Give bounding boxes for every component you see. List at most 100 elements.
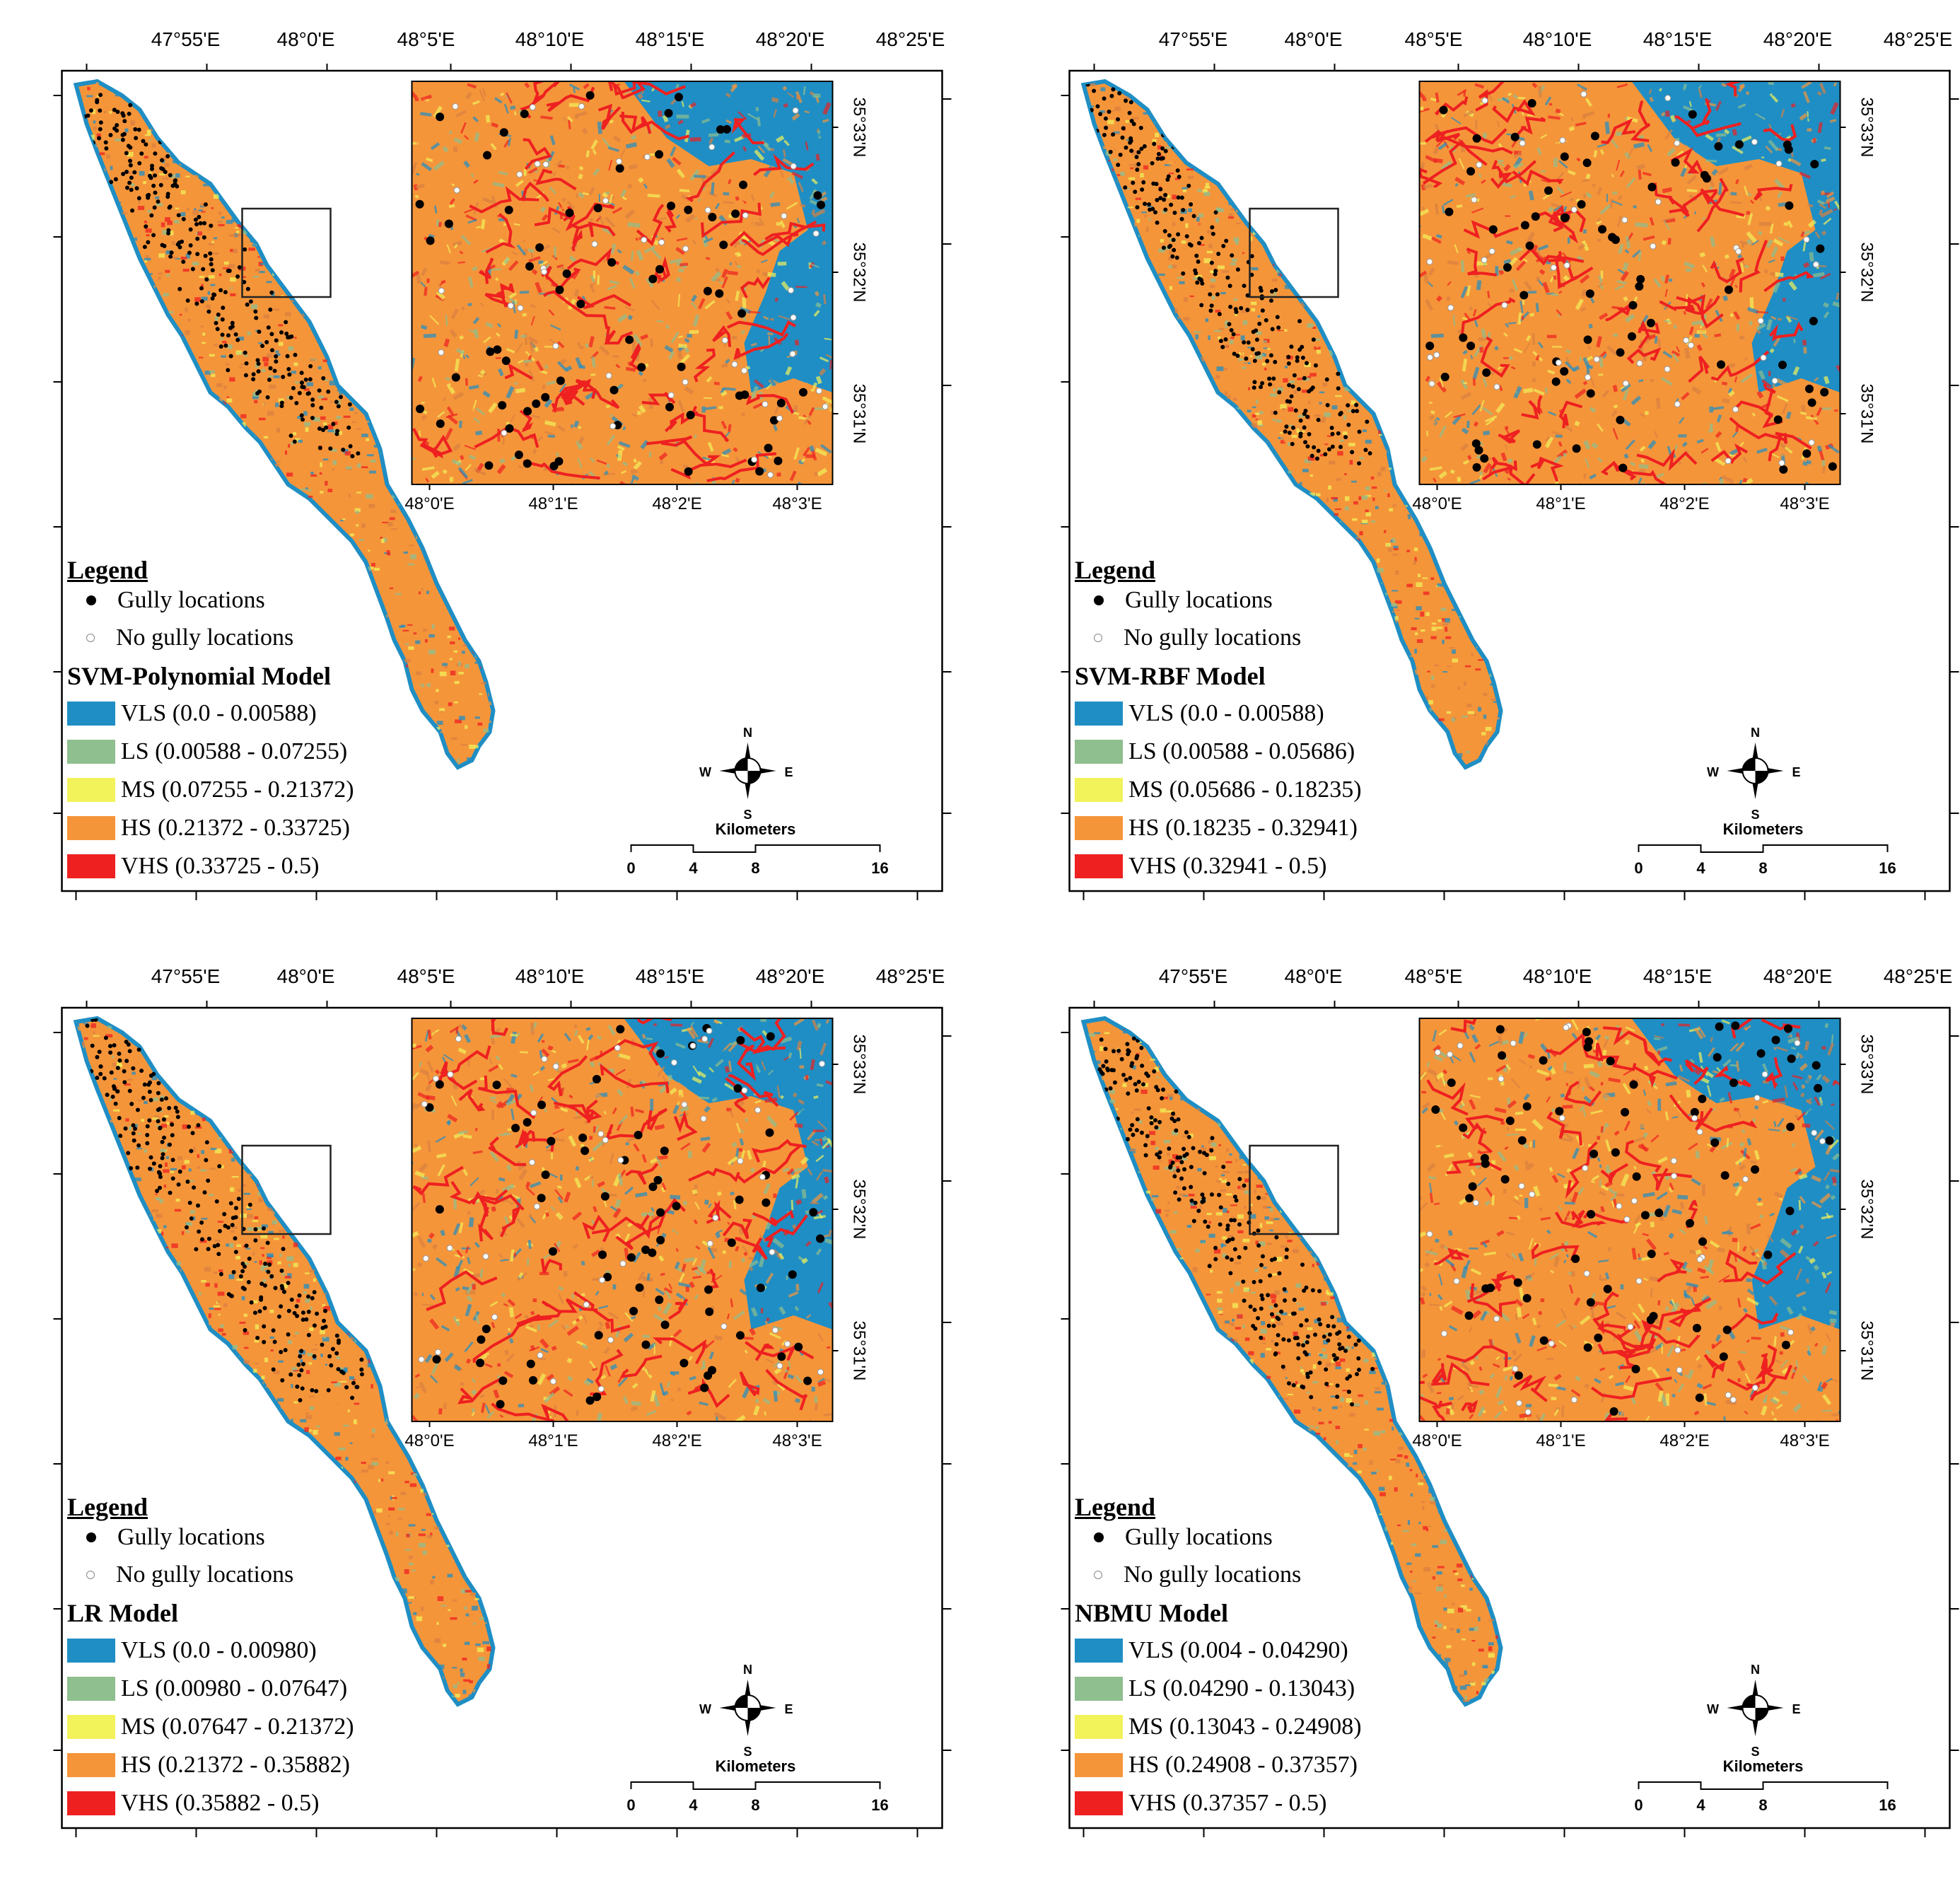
- gully-point: [1104, 1059, 1109, 1064]
- gully-point: [300, 417, 305, 422]
- no-gully-point: [1735, 248, 1742, 255]
- gully-point: [108, 1044, 113, 1049]
- inset-map: [412, 81, 833, 484]
- gully-point: [301, 1310, 305, 1315]
- gully-point: [1714, 142, 1723, 151]
- gully-point: [1331, 1324, 1336, 1329]
- gully-point: [194, 222, 199, 227]
- compass-e-label: E: [1792, 765, 1800, 779]
- drainage-line: [1419, 168, 1443, 188]
- gully-point: [299, 1368, 304, 1373]
- gully-point: [1324, 377, 1329, 382]
- drainage-line: [745, 1341, 815, 1361]
- gully-point: [740, 390, 749, 400]
- no-gully-point: [1529, 1191, 1536, 1198]
- drainage-line: [735, 1144, 802, 1184]
- no-gully-point: [1447, 1051, 1454, 1058]
- no-gully-point: [754, 1107, 762, 1114]
- gully-point: [190, 1131, 195, 1136]
- gully-point: [1698, 1094, 1707, 1103]
- gully-point: [128, 163, 133, 168]
- gully-point: [1297, 319, 1302, 324]
- drainage-line: [712, 325, 732, 347]
- gully-point: [1170, 1160, 1175, 1165]
- gully-point: [1268, 353, 1273, 358]
- gully-point: [351, 1380, 356, 1385]
- gully-point: [1572, 444, 1581, 453]
- gully-point: [1305, 1340, 1309, 1345]
- gully-point: [1525, 241, 1534, 250]
- gully-point: [257, 389, 262, 394]
- gully-point: [1133, 190, 1138, 194]
- gully-point: [187, 250, 192, 255]
- gully-point: [794, 1342, 803, 1351]
- no-gully-point: [615, 158, 622, 165]
- gully-point: [1102, 132, 1107, 137]
- inset-right-label: 35°32'N: [850, 1180, 869, 1240]
- gully-point: [1314, 456, 1319, 461]
- drainage-line: [540, 1404, 570, 1421]
- gully-point: [1356, 1368, 1361, 1373]
- gully-point: [1356, 1356, 1361, 1361]
- gully-point: [1300, 1262, 1305, 1267]
- gully-point: [547, 1136, 556, 1146]
- gully-point: [1241, 1279, 1246, 1284]
- gully-point: [1710, 1138, 1720, 1147]
- gully-point: [1465, 1194, 1474, 1203]
- gully-point: [648, 1182, 658, 1192]
- gully-point: [1466, 167, 1476, 176]
- gully-point: [175, 242, 180, 247]
- gully-point: [660, 1146, 669, 1156]
- gully-point: [1256, 1228, 1261, 1233]
- no-gully-point: [689, 1042, 696, 1049]
- gully-point: [1115, 117, 1120, 122]
- gully-point: [1500, 1175, 1510, 1184]
- gully-point: [1309, 387, 1314, 392]
- gully-point: [1283, 429, 1288, 434]
- gully-point: [1179, 195, 1184, 200]
- drainage-line: [478, 1206, 494, 1242]
- gully-point: [298, 1397, 303, 1402]
- gully-point: [321, 376, 326, 380]
- gully-point: [444, 219, 453, 228]
- gully-point: [653, 1175, 663, 1185]
- gully-point: [153, 190, 158, 195]
- gully-point: [306, 1310, 311, 1315]
- no-gully-point: [602, 197, 609, 204]
- gully-point: [129, 1102, 134, 1107]
- model-title: LR Model: [67, 1599, 178, 1627]
- gully-point: [235, 274, 240, 279]
- drainage-line: [1491, 456, 1517, 472]
- gully-point: [1589, 1149, 1599, 1158]
- gully-point: [216, 1243, 221, 1247]
- inset-right-label: 35°32'N: [1857, 243, 1877, 303]
- gully-point: [1135, 1117, 1140, 1122]
- class-swatch: [67, 1639, 115, 1663]
- gully-point: [273, 1286, 278, 1291]
- scale-tick-label: 4: [1696, 1796, 1705, 1814]
- gully-point: [1259, 385, 1264, 390]
- drainage-line: [1602, 1026, 1648, 1052]
- drainage-line: [1521, 395, 1543, 420]
- legend-gully-label: Gully locations: [1125, 587, 1273, 613]
- no-gully-point: [1481, 257, 1488, 264]
- gully-point: [233, 1236, 238, 1241]
- gully-point: [705, 1307, 714, 1316]
- gully-point: [1130, 1123, 1135, 1128]
- no-gully-point: [1760, 354, 1767, 361]
- drainage-line: [1725, 1249, 1758, 1282]
- gully-point: [326, 389, 331, 394]
- gully-point: [1616, 415, 1625, 424]
- gully-point: [1274, 1342, 1279, 1346]
- gully-point: [1628, 301, 1638, 310]
- no-gully-point: [1757, 318, 1764, 325]
- gully-point: [233, 1206, 238, 1211]
- gully-point: [1202, 1171, 1207, 1176]
- gully-point: [126, 1151, 131, 1156]
- gully-point: [176, 1182, 181, 1187]
- legend-class-row: LS (0.00980 - 0.07647): [67, 1675, 347, 1702]
- gully-point: [1253, 1326, 1258, 1331]
- gully-point: [1187, 242, 1192, 247]
- legend-title: Legend: [67, 556, 148, 584]
